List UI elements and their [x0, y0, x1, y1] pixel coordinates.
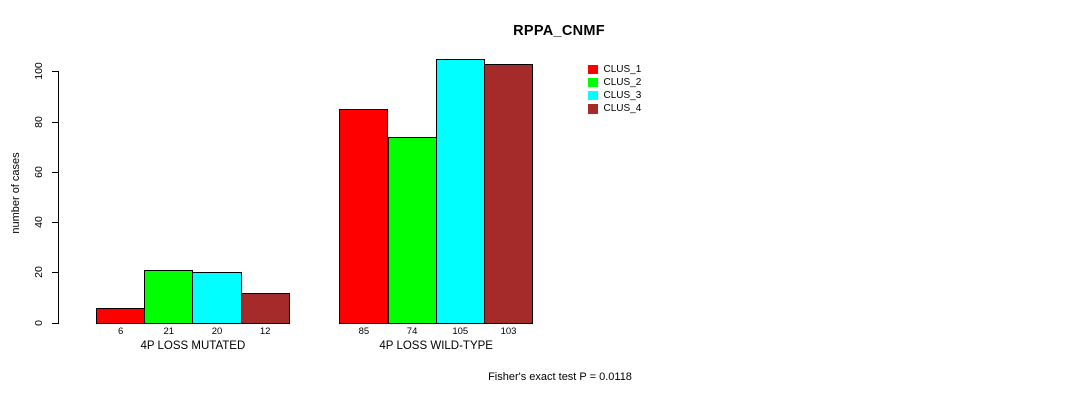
- bar-value-label: 12: [259, 325, 271, 337]
- legend-item: CLUS_1: [588, 63, 641, 76]
- legend-swatch-clus_4: [588, 104, 598, 114]
- y-axis-label: number of cases: [10, 152, 22, 234]
- y-tick: [51, 272, 58, 274]
- legend-item: CLUS_2: [588, 76, 641, 89]
- y-tick-label: 80: [33, 115, 45, 128]
- y-tick-label: 0: [33, 319, 45, 326]
- y-axis-line: [58, 71, 59, 324]
- y-tick: [51, 222, 58, 224]
- bar-value-label: 103: [500, 325, 517, 337]
- legend-label: CLUS_2: [603, 77, 642, 89]
- y-tick: [51, 322, 58, 324]
- chart-title: RPPA_CNMF: [513, 23, 605, 39]
- legend-label: CLUS_3: [603, 90, 642, 102]
- bar-clus_4: [483, 63, 534, 324]
- bar-clus_2: [387, 136, 437, 324]
- y-tick-label: 100: [33, 62, 45, 81]
- y-tick-label: 60: [33, 166, 45, 178]
- legend-swatch-clus_3: [588, 90, 598, 101]
- legend-item: CLUS_4: [588, 102, 641, 115]
- bar-value-label: 20: [211, 325, 223, 337]
- y-tick-label: 20: [33, 266, 45, 279]
- legend-item: CLUS_3: [588, 89, 641, 102]
- bar-clus_3: [192, 272, 242, 324]
- x-group-label: 4P LOSS WILD-TYPE: [379, 339, 493, 352]
- bar-value-label: 21: [163, 325, 175, 337]
- bar-value-label: 6: [117, 325, 124, 337]
- y-tick: [51, 71, 58, 73]
- y-tick-label: 40: [33, 216, 45, 228]
- legend-label: CLUS_1: [603, 64, 642, 76]
- legend-label: CLUS_4: [603, 103, 642, 115]
- legend-swatch-clus_1: [588, 64, 598, 75]
- bar-clus_2: [144, 269, 194, 324]
- legend-swatch-clus_2: [588, 77, 598, 88]
- fisher-test-annotation: Fisher's exact test P = 0.0118: [488, 371, 632, 383]
- y-tick: [51, 121, 58, 123]
- bar-clus_4: [240, 292, 290, 324]
- x-group-label: 4P LOSS MUTATED: [140, 339, 246, 352]
- bar-clus_1: [339, 109, 389, 324]
- bar-value-label: 74: [406, 325, 418, 337]
- y-tick: [51, 171, 58, 173]
- bar-value-label: 105: [452, 325, 469, 337]
- bar-clus_1: [96, 307, 146, 324]
- bar-clus_3: [435, 58, 485, 324]
- legend: CLUS_1 CLUS_2 CLUS_3 CLUS_4: [588, 63, 641, 115]
- bar-value-label: 85: [358, 325, 370, 337]
